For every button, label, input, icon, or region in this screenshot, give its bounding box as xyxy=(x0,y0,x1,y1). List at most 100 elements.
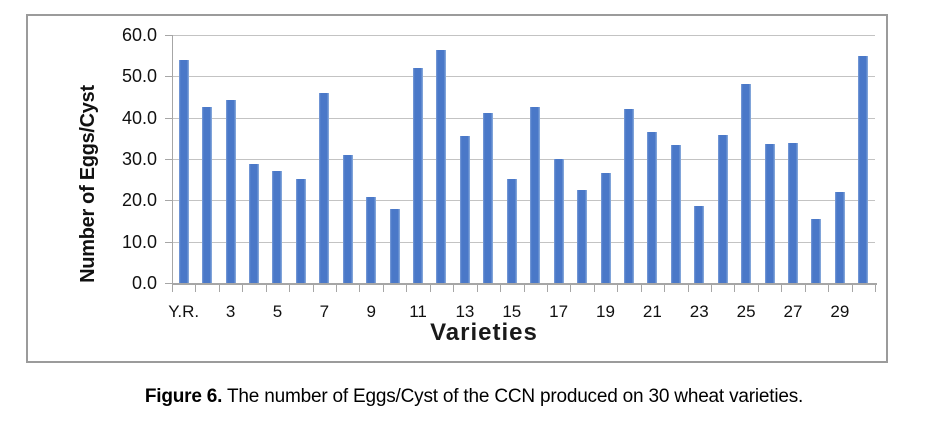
x-axis-tick xyxy=(757,285,759,292)
x-axis-title: Varieties xyxy=(430,319,538,346)
figure-caption: Figure 6. The number of Eggs/Cyst of the… xyxy=(0,386,948,408)
x-axis-tick-label: 5 xyxy=(272,302,283,321)
bar xyxy=(178,59,189,283)
x-axis-tick xyxy=(875,285,876,292)
y-axis-tick-label: 30.0 xyxy=(121,149,157,169)
bar xyxy=(530,106,541,283)
x-axis-tick xyxy=(500,285,502,292)
x-axis-tick xyxy=(429,285,431,292)
bar xyxy=(834,192,845,283)
bar xyxy=(811,218,822,283)
y-axis-tick-label: 40.0 xyxy=(121,107,157,128)
figure-number: Figure 6. xyxy=(144,386,223,407)
x-axis-tick xyxy=(523,285,525,292)
y-axis-tick xyxy=(165,35,172,36)
bar xyxy=(600,172,611,283)
x-axis-tick xyxy=(664,285,666,292)
y-axis-tick xyxy=(165,283,172,284)
x-axis-tick-label: Y.R. xyxy=(168,302,200,321)
x-axis-tick xyxy=(312,285,314,292)
x-axis-tick xyxy=(453,285,455,292)
x-axis-tick xyxy=(593,285,595,292)
bar xyxy=(741,84,752,283)
x-axis-tick xyxy=(289,285,291,292)
y-axis-tick xyxy=(165,159,172,160)
bar xyxy=(436,50,447,283)
plot-gridline xyxy=(172,117,875,119)
x-axis-tick-label: 17 xyxy=(549,302,569,321)
bar xyxy=(295,178,306,283)
bar xyxy=(413,68,424,283)
x-axis-tick xyxy=(265,285,267,292)
bar xyxy=(506,178,517,283)
bar xyxy=(764,144,775,283)
x-axis-tick-label: 19 xyxy=(596,302,615,321)
bar xyxy=(670,144,681,283)
y-axis-tick-label: 50.0 xyxy=(121,66,157,87)
x-axis-tick xyxy=(781,285,783,292)
y-axis-tick-label: 20.0 xyxy=(121,190,157,211)
y-axis-tick-label: 60.0 xyxy=(121,25,157,45)
x-axis-tick xyxy=(734,285,736,292)
y-axis-tick xyxy=(165,241,172,243)
plot-gridline xyxy=(172,159,875,160)
x-axis-tick-label: 29 xyxy=(830,302,850,321)
y-axis-title: Number of Eggs/Cyst xyxy=(77,85,99,283)
bar xyxy=(647,131,658,283)
bar xyxy=(342,154,353,283)
x-axis-tick-label: 25 xyxy=(736,302,756,321)
bar xyxy=(623,108,634,283)
bar xyxy=(717,134,728,283)
x-axis-tick-label: 23 xyxy=(689,302,709,321)
x-axis-tick-label: 3 xyxy=(225,302,236,321)
plot-gridline xyxy=(172,76,875,78)
bar xyxy=(577,190,588,283)
x-axis-tick-label: 9 xyxy=(366,302,376,321)
bar xyxy=(858,55,869,283)
x-axis-tick xyxy=(804,285,806,292)
plot-gridline xyxy=(172,35,875,36)
y-axis-tick xyxy=(165,117,172,119)
x-axis-tick xyxy=(336,285,338,292)
bar xyxy=(225,100,236,283)
figure-caption-text: The number of Eggs/Cyst of the CCN produ… xyxy=(222,386,804,407)
x-axis-tick-label: 7 xyxy=(319,302,330,321)
y-axis-tick-label: 0.0 xyxy=(131,273,157,293)
x-axis-tick xyxy=(570,285,572,292)
x-axis-tick xyxy=(242,285,244,292)
x-axis-tick xyxy=(617,285,619,292)
bar xyxy=(249,163,260,283)
x-axis-tick-label: 27 xyxy=(783,302,803,321)
bar xyxy=(553,159,564,283)
bar xyxy=(787,143,798,283)
bar xyxy=(483,113,494,283)
x-axis-tick xyxy=(710,285,712,292)
x-axis-tick xyxy=(172,285,173,292)
x-axis-tick-label: 21 xyxy=(642,302,662,321)
bar xyxy=(389,209,400,283)
x-axis-tick xyxy=(851,285,853,292)
chart-border: 0.0 10.0 20.0 30.0 40.0 50.0 60.0 Y.R. 3 5 7 9 11 13 1… xyxy=(26,14,888,363)
x-axis-tick xyxy=(476,285,478,292)
bar xyxy=(459,136,470,283)
x-axis-tick xyxy=(406,285,408,292)
x-axis-line xyxy=(172,283,877,285)
x-axis-tick-label: 15 xyxy=(502,302,522,321)
y-axis-tick-label: 10.0 xyxy=(121,231,157,252)
x-axis-tick xyxy=(828,285,830,292)
plot-gridline xyxy=(172,200,875,202)
x-axis-tick xyxy=(359,285,361,292)
bar xyxy=(366,197,377,283)
x-axis-tick xyxy=(640,285,642,292)
x-axis-tick xyxy=(218,285,220,292)
y-axis-line xyxy=(172,35,173,283)
x-axis-tick-label: 11 xyxy=(409,302,427,321)
x-axis-tick xyxy=(546,285,548,292)
bar xyxy=(694,206,705,283)
bar xyxy=(319,92,330,283)
plot-gridline xyxy=(172,241,875,243)
bar xyxy=(272,171,283,283)
x-axis-tick xyxy=(687,285,689,292)
y-axis-tick xyxy=(165,76,172,78)
